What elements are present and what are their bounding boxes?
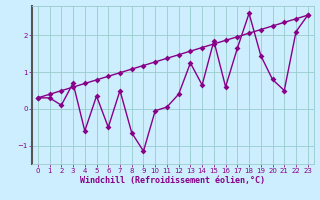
X-axis label: Windchill (Refroidissement éolien,°C): Windchill (Refroidissement éolien,°C) — [80, 176, 265, 185]
